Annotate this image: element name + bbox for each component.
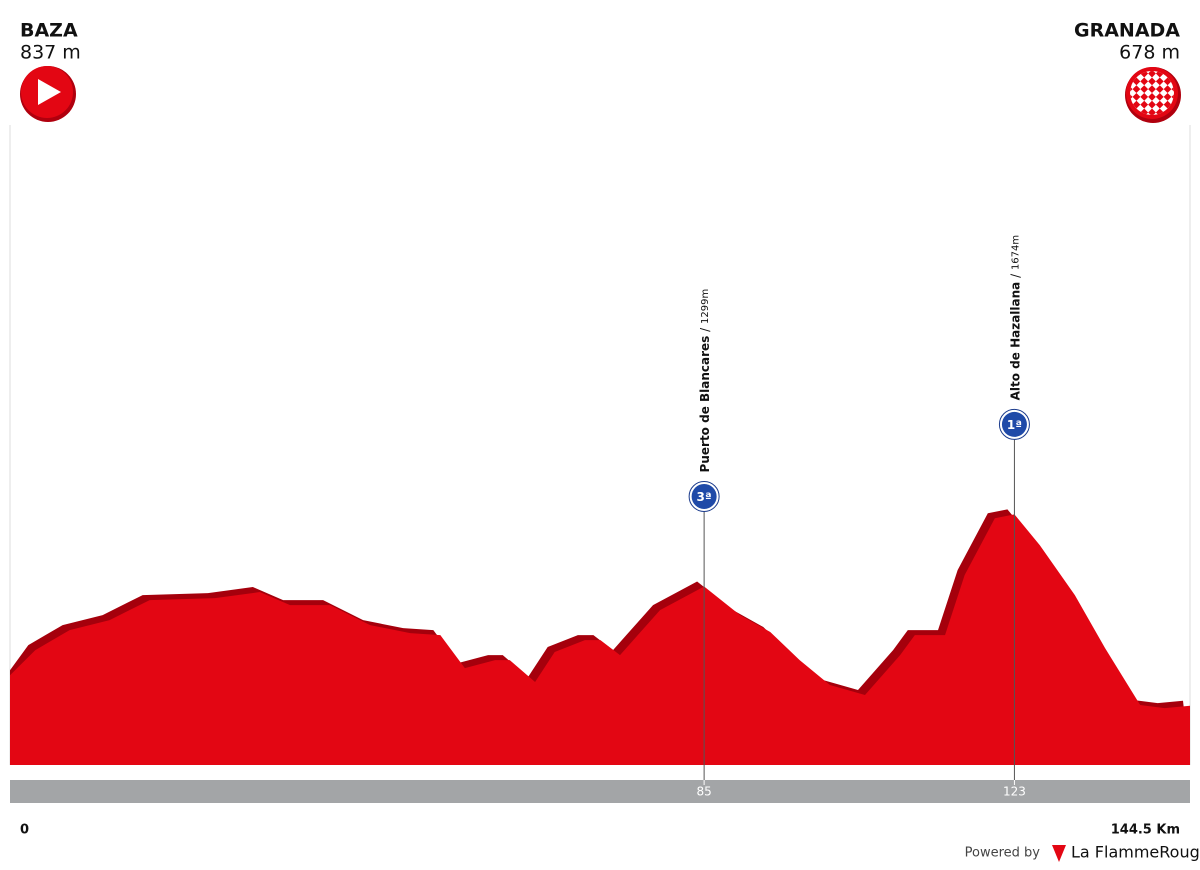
start-elevation: 837 m (20, 42, 81, 64)
start-icon (20, 66, 76, 122)
climb-label: Alto de Hazallana / 1674m (1008, 235, 1022, 401)
climb-km: 123 (1003, 785, 1026, 799)
climb-km: 85 (696, 785, 711, 799)
distance-bar (10, 780, 1190, 803)
climb-name: Puerto de Blancares (698, 336, 712, 473)
brand: La FlammeRouge (1071, 843, 1200, 862)
climb-badge (691, 483, 717, 509)
checker-square (1132, 85, 1141, 94)
climb-label: Puerto de Blancares / 1299m (698, 289, 712, 473)
brand-logo (1052, 845, 1066, 862)
x-tick-label: 144.5 Km (1111, 823, 1180, 838)
climb-category: 1ª (1007, 418, 1022, 432)
finish-icon (1125, 67, 1181, 123)
climb-elevation: 1299m (700, 289, 711, 324)
climb-elevation: 1674m (1010, 235, 1021, 270)
start-name: BAZA (20, 20, 78, 42)
checker-square (1132, 92, 1141, 101)
climb-sep: / (698, 324, 712, 336)
climb-name: Alto de Hazallana (1008, 282, 1022, 401)
checker-square (1163, 92, 1172, 101)
climb-badge (1001, 411, 1027, 437)
checker-square (1163, 85, 1172, 94)
finish-elevation: 678 m (1119, 42, 1180, 64)
climb-category: 3ª (697, 490, 712, 504)
profile-area (10, 514, 1190, 765)
x-tick-label: 0 (20, 823, 29, 838)
climb-sep: / (1008, 270, 1022, 282)
powered-by: Powered by (965, 846, 1041, 861)
finish-name: GRANADA (1074, 20, 1180, 42)
